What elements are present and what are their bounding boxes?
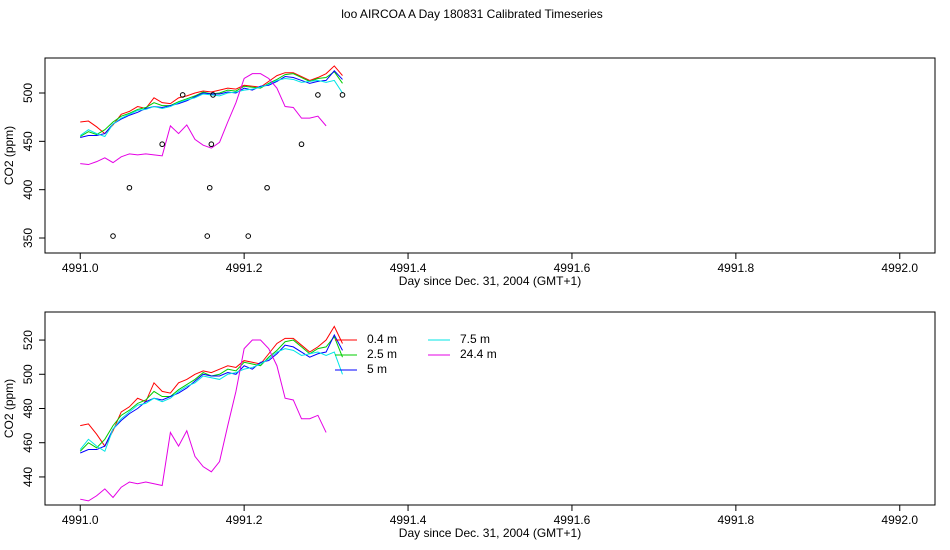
y-tick-label: 440 [21,467,35,487]
x-axis-label: Day since Dec. 31, 2004 (GMT+1) [399,274,581,288]
legend-label: 0.4 m [367,332,397,346]
flag-point [208,141,215,148]
legend-label: 5 m [367,362,387,376]
flag-point [210,92,216,98]
flag-point [159,141,165,148]
flag-point [126,184,133,191]
flag-point [245,233,252,239]
y-tick-label: 500 [21,83,35,103]
y-tick-label: 500 [21,364,35,384]
series-line [80,73,327,166]
series-line [79,348,343,453]
flag-point [298,141,305,148]
series-line [79,335,343,452]
series-line [80,333,343,454]
x-tick-label: 4991.2 [226,261,263,275]
y-tick-label: 460 [21,432,35,452]
legend-label: 24.4 m [460,347,497,361]
y-tick-label: 400 [21,179,35,199]
flag-point [264,184,270,191]
y-tick-label: 350 [21,228,35,248]
y-axis-label: CO2 (ppm) [2,379,16,438]
series-line [80,70,343,138]
x-tick-label: 4991.8 [718,513,755,527]
flag-point [339,92,346,98]
x-tick-label: 4991.0 [62,261,99,275]
flag-point [315,92,321,98]
legend-label: 7.5 m [460,332,490,346]
x-tick-label: 4991.0 [62,513,99,527]
x-tick-label: 4991.4 [390,261,427,275]
y-tick-label: 520 [21,330,35,350]
chart-title: loo AIRCOA A Day 180831 Calibrated Times… [341,7,602,21]
y-axis-label: CO2 (ppm) [2,126,16,185]
series-line [80,65,343,135]
x-tick-label: 4991.4 [390,513,427,527]
flag-point [204,233,211,239]
flag-point [110,233,116,239]
x-tick-label: 4992.0 [881,513,918,527]
series-line [80,339,327,502]
series-line [79,77,343,138]
y-tick-label: 450 [21,131,35,151]
x-tick-label: 4991.6 [554,513,591,527]
flag-point [179,92,186,98]
x-axis-label: Day since Dec. 31, 2004 (GMT+1) [399,526,581,540]
x-tick-label: 4991.8 [718,261,755,275]
y-tick-label: 480 [21,398,35,418]
plot-frame [44,57,936,254]
x-tick-label: 4992.0 [881,261,918,275]
flag-point [206,184,213,191]
legend-label: 2.5 m [367,347,397,361]
series-line [80,325,343,448]
x-tick-label: 4991.2 [226,513,263,527]
x-tick-label: 4991.6 [554,261,591,275]
